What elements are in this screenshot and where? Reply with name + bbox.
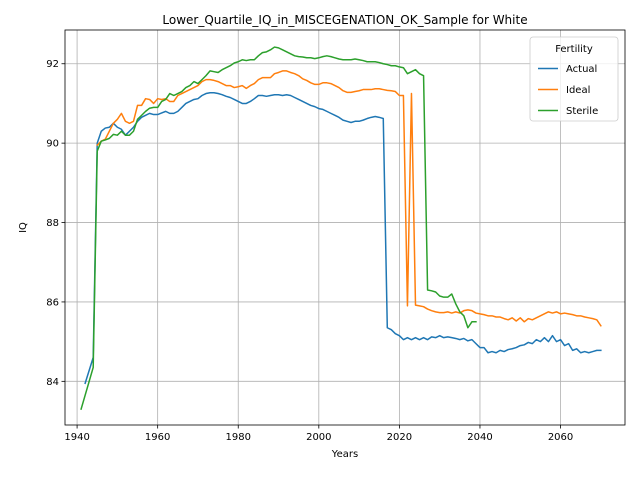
y-tick-label: 92	[46, 59, 59, 70]
legend-label-actual: Actual	[566, 64, 597, 75]
y-tick-label: 84	[46, 377, 59, 388]
series-lines	[80, 46, 602, 411]
x-tick-label: 1960	[145, 432, 170, 443]
legend-items: Actual Ideal Sterile	[538, 64, 598, 117]
legend-label-sterile: Sterile	[566, 106, 598, 117]
legend-title: Fertility	[555, 44, 593, 55]
x-axis-label: Years	[331, 449, 358, 460]
y-tick-label: 90	[46, 139, 59, 150]
x-axis-ticks: 1940 1960 1980 2000 2020 2040 2060	[64, 425, 573, 443]
y-axis-label: IQ	[18, 222, 29, 233]
axes-frame	[64, 29, 626, 426]
series-line-ideal	[96, 70, 602, 327]
y-tick-label: 86	[46, 297, 59, 308]
y-axis-ticks: 84 86 88 90 92	[46, 59, 65, 388]
series-line-actual	[84, 91, 602, 385]
x-tick-label: 2000	[306, 432, 331, 443]
x-tick-label: 2020	[387, 432, 412, 443]
series-line-sterile	[80, 46, 477, 411]
legend: Fertility Actual Ideal Sterile	[529, 36, 619, 122]
chart-title: Lower_Quartile_IQ_in_MISCEGENATION_OK_Sa…	[162, 13, 527, 27]
legend-label-ideal: Ideal	[566, 85, 590, 96]
legend-box	[529, 36, 619, 122]
y-tick-label: 88	[46, 218, 59, 229]
x-tick-label: 2060	[548, 432, 573, 443]
grid	[65, 30, 625, 425]
x-tick-label: 2040	[467, 432, 492, 443]
x-tick-label: 1980	[226, 432, 251, 443]
x-tick-label: 1940	[64, 432, 89, 443]
